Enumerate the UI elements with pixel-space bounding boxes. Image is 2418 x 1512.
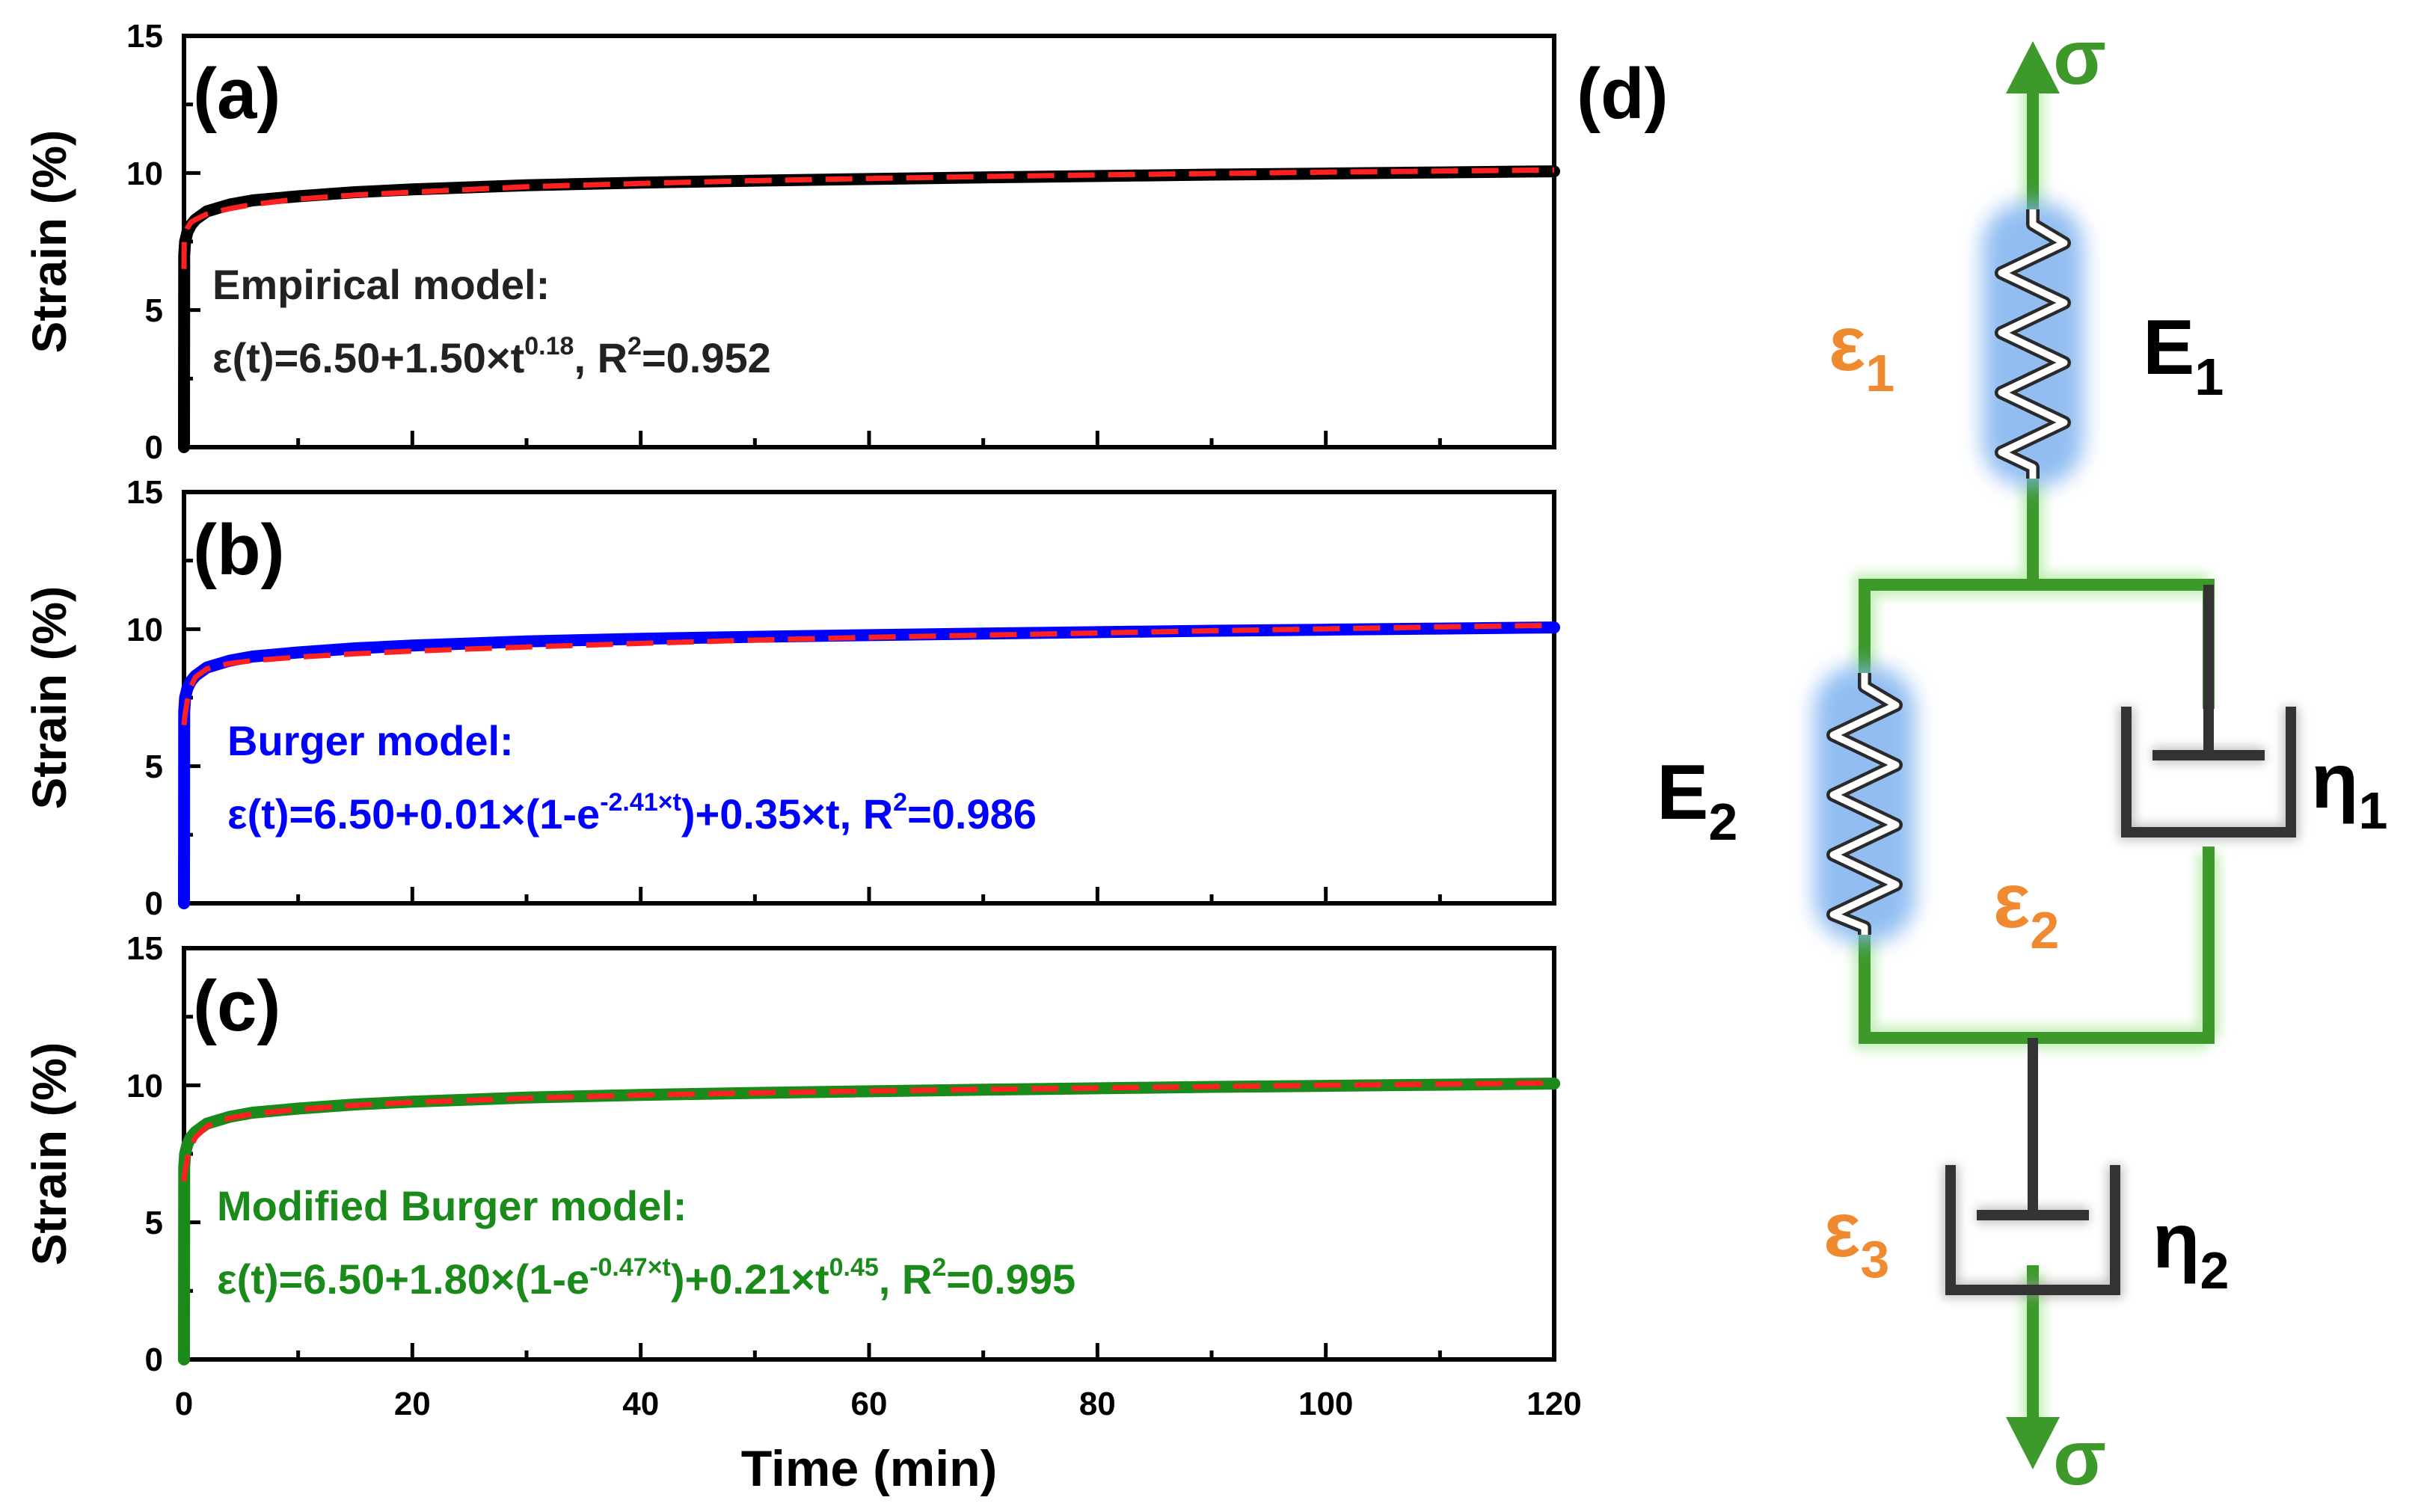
spring-e1-icon [1982,202,2084,486]
panel-c-tickmarks [182,946,1556,1362]
xtick-0: 0 [175,1386,193,1422]
panel-b-ytick-5: 5 [145,749,163,785]
strain-eps2-label: ε2 [1993,858,2059,959]
panel-a-frame [182,34,1556,449]
spring-e2-icon [1814,666,1915,942]
dashpot-eta1-icon [2118,585,2299,840]
panel-b-ytick-10: 10 [126,612,163,648]
panel-c-model-name: Modified Burger model: [217,1182,687,1229]
top-arrow-head [2006,41,2060,93]
panel-a-fit-curve [181,167,1555,269]
panel-d-diagram: (d) σ σ [1577,14,2387,1502]
xtick-120: 120 [1526,1386,1581,1422]
panel-d-label: (d) [1577,54,1669,134]
panel-c-ytick-0: 0 [145,1342,163,1378]
panel-c-ytick-5: 5 [145,1205,163,1241]
strain-eps3-label: ε3 [1823,1187,1889,1288]
x-axis-label: Time (min) [741,1440,998,1497]
panel-a-ytick-15: 15 [126,18,163,55]
modulus-e1-label: E1 [2143,304,2224,406]
panel-a-ylabel: Strain (%) [22,130,76,354]
panel-a-model-name: Empirical model: [212,261,550,308]
panel-a-ytick-5: 5 [145,292,163,329]
panel-b-tickmarks [182,490,1556,906]
panel-c-equation: ε(t)=6.50+1.80×(1-e-0.47×t)+0.21×t0.45, … [217,1253,1075,1303]
panel-a-label: (a) [193,54,280,134]
panel-a: (a) Strain (%) 0 5 10 15 Empirical model… [22,18,1560,466]
viscosity-eta2-label: η2 [2152,1198,2229,1300]
panel-b: (b) Strain (%) 0 5 10 15 Burger model: ε… [22,474,1560,922]
sigma-top-label: σ [2053,14,2106,101]
panel-a-ytick-10: 10 [126,156,163,192]
panel-c-ytick-15: 15 [126,930,163,967]
panel-b-ylabel: Strain (%) [22,586,76,810]
panel-c: (c) Strain (%) 0 5 10 15 Modified Burger… [22,930,1560,1378]
xtick-20: 20 [394,1386,431,1422]
panel-b-label: (b) [193,510,285,590]
xtick-60: 60 [851,1386,888,1422]
bottom-arrow-head [2006,1417,2060,1469]
x-axis-ticklabels: 0 20 40 60 80 100 120 [175,1386,1582,1422]
panel-c-yticks: 0 5 10 15 [126,930,163,1378]
modulus-e2-label: E2 [1657,749,1737,851]
panel-b-yticks: 0 5 10 15 [126,474,163,922]
panel-a-equation: ε(t)=6.50+1.50×t0.18, R2=0.952 [212,332,771,381]
panel-b-ytick-0: 0 [145,885,163,922]
panel-c-fit-curve [181,1080,1555,1181]
panel-a-yticks: 0 5 10 15 [126,18,163,466]
panel-c-ytick-10: 10 [126,1068,163,1104]
sigma-bottom-label: σ [2053,1415,2106,1502]
xtick-80: 80 [1079,1386,1116,1422]
panel-b-model-name: Burger model: [227,717,514,764]
panel-c-label: (c) [193,966,280,1046]
panel-b-fit-curve [181,622,1555,725]
panel-a-ytick-0: 0 [145,429,163,466]
xtick-40: 40 [622,1386,659,1422]
panel-b-ytick-15: 15 [126,474,163,511]
panel-c-ylabel: Strain (%) [22,1042,76,1266]
panel-b-frame [182,490,1556,906]
panel-b-equation: ε(t)=6.50+0.01×(1-e-2.41×t)+0.35×t, R2=0… [227,788,1037,838]
viscosity-eta1-label: η1 [2311,738,2387,840]
strain-eps1-label: ε1 [1829,301,1894,402]
dashpot-eta2-icon [1942,1038,2123,1298]
panel-a-tickmarks [182,34,1556,449]
xtick-100: 100 [1298,1386,1353,1422]
